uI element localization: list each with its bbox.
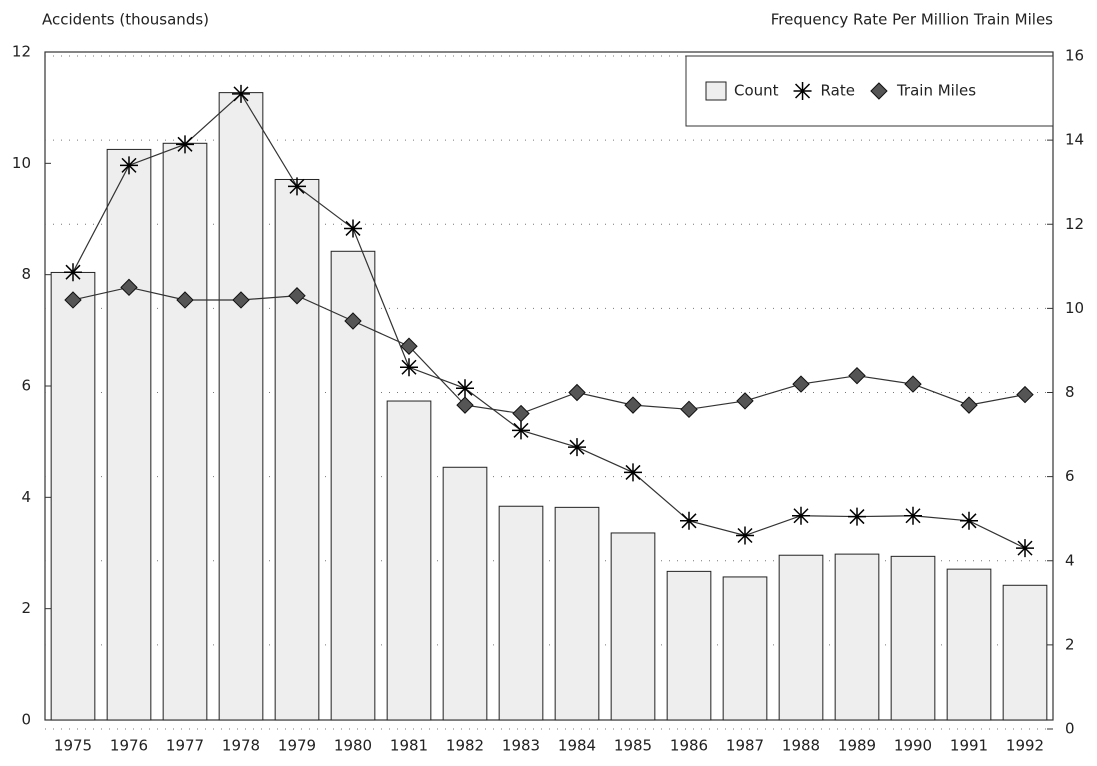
rate-marker [400,358,418,377]
bar [1002,584,1048,721]
x-tick-label: 1982 [446,737,484,755]
rate-marker [736,526,754,545]
y2-tick-label: 10 [1065,299,1084,317]
train-miles-marker [792,375,810,393]
train-miles-marker [120,278,138,297]
bar [274,178,320,721]
bar [554,506,600,721]
x-tick-label: 1978 [222,737,260,755]
y2-tick-label: 12 [1065,215,1084,233]
x-tick-label: 1979 [278,737,316,755]
bar [218,92,264,721]
bar [498,505,544,721]
bar [106,148,152,721]
bar [442,466,488,721]
x-tick-label: 1977 [166,737,204,755]
x-tick-label: 1986 [670,737,708,755]
bar [666,570,712,721]
train-miles-marker [456,396,474,414]
train-miles-marker [624,396,642,414]
bar [946,568,992,721]
x-tick-label: 1984 [558,737,596,755]
y2-axis-title: Frequency Rate Per Million Train Miles [771,11,1053,29]
train-miles-marker [64,291,82,309]
train-miles-marker [176,291,194,309]
x-tick-label: 1991 [950,737,988,755]
rate-marker [176,135,194,154]
x-tick-label: 1983 [502,737,540,755]
x-tick-label: 1985 [614,737,652,755]
rate-marker [793,82,812,100]
legend-swatch [705,81,727,101]
train-miles-marker [904,375,922,393]
bar [50,271,96,721]
x-tick-label: 1990 [894,737,932,755]
y2-tick-label: 0 [1065,720,1075,738]
rate-marker [792,506,810,525]
bar [162,142,208,721]
x-tick-label: 1987 [726,737,764,755]
y2-tick-label: 4 [1065,551,1075,569]
rate-marker [344,219,362,238]
rate-marker [512,421,530,440]
rate-marker [848,507,866,526]
y2-tick-label: 8 [1065,383,1075,401]
rate-marker [568,438,586,457]
legend-box [685,55,1054,127]
y2-tick-label: 14 [1065,131,1084,149]
x-tick-label: 1975 [54,737,92,755]
train-miles-marker [512,404,530,423]
legend-label: Count [734,82,779,100]
bar [834,553,880,721]
y-tick-label: 0 [21,711,31,729]
train-miles-marker [680,400,698,419]
line [72,92,1026,549]
train-miles-marker [344,312,362,330]
x-tick-label: 1988 [782,737,820,755]
line [72,286,1026,415]
train-miles-marker [288,287,306,305]
train-miles-marker [960,396,978,414]
y2-tick-label: 2 [1065,635,1075,653]
y-tick-label: 12 [12,43,31,61]
train-miles-marker [1016,385,1034,404]
train-miles-marker [736,392,754,410]
rate-marker [232,84,250,103]
y2-tick-label: 6 [1065,467,1075,485]
bar [722,576,768,721]
train-miles-marker [568,383,586,402]
y-axis-title: Accidents (thousands) [42,11,209,29]
bar [778,554,824,721]
train-miles-marker [232,291,250,309]
rate-marker [64,263,82,282]
rate-marker [960,511,978,530]
legend-label: Rate [821,82,855,100]
y-tick-label: 2 [21,599,31,617]
x-tick-label: 1980 [334,737,372,755]
y-tick-label: 10 [12,154,31,172]
y-tick-label: 4 [21,488,31,506]
rate-marker [120,156,138,175]
bar [610,532,656,721]
x-tick-label: 1989 [838,737,876,755]
x-tick-label: 1992 [1006,737,1044,755]
rate-marker [624,463,642,482]
rate-marker [456,379,474,398]
y2-tick-label: 16 [1065,47,1084,65]
rate-marker [288,177,306,196]
train-miles-marker [848,366,866,385]
x-tick-label: 1976 [110,737,148,755]
legend-label: Train Miles [896,82,976,100]
train-miles-marker [870,82,888,100]
rate-marker [680,511,698,530]
rate-marker [1016,539,1034,558]
y-tick-label: 8 [21,265,31,283]
bar [890,555,936,721]
x-tick-label: 1981 [390,737,428,755]
train-miles-marker [400,337,418,355]
y-tick-label: 6 [21,377,31,395]
rate-marker [904,506,922,525]
bar [386,400,432,721]
